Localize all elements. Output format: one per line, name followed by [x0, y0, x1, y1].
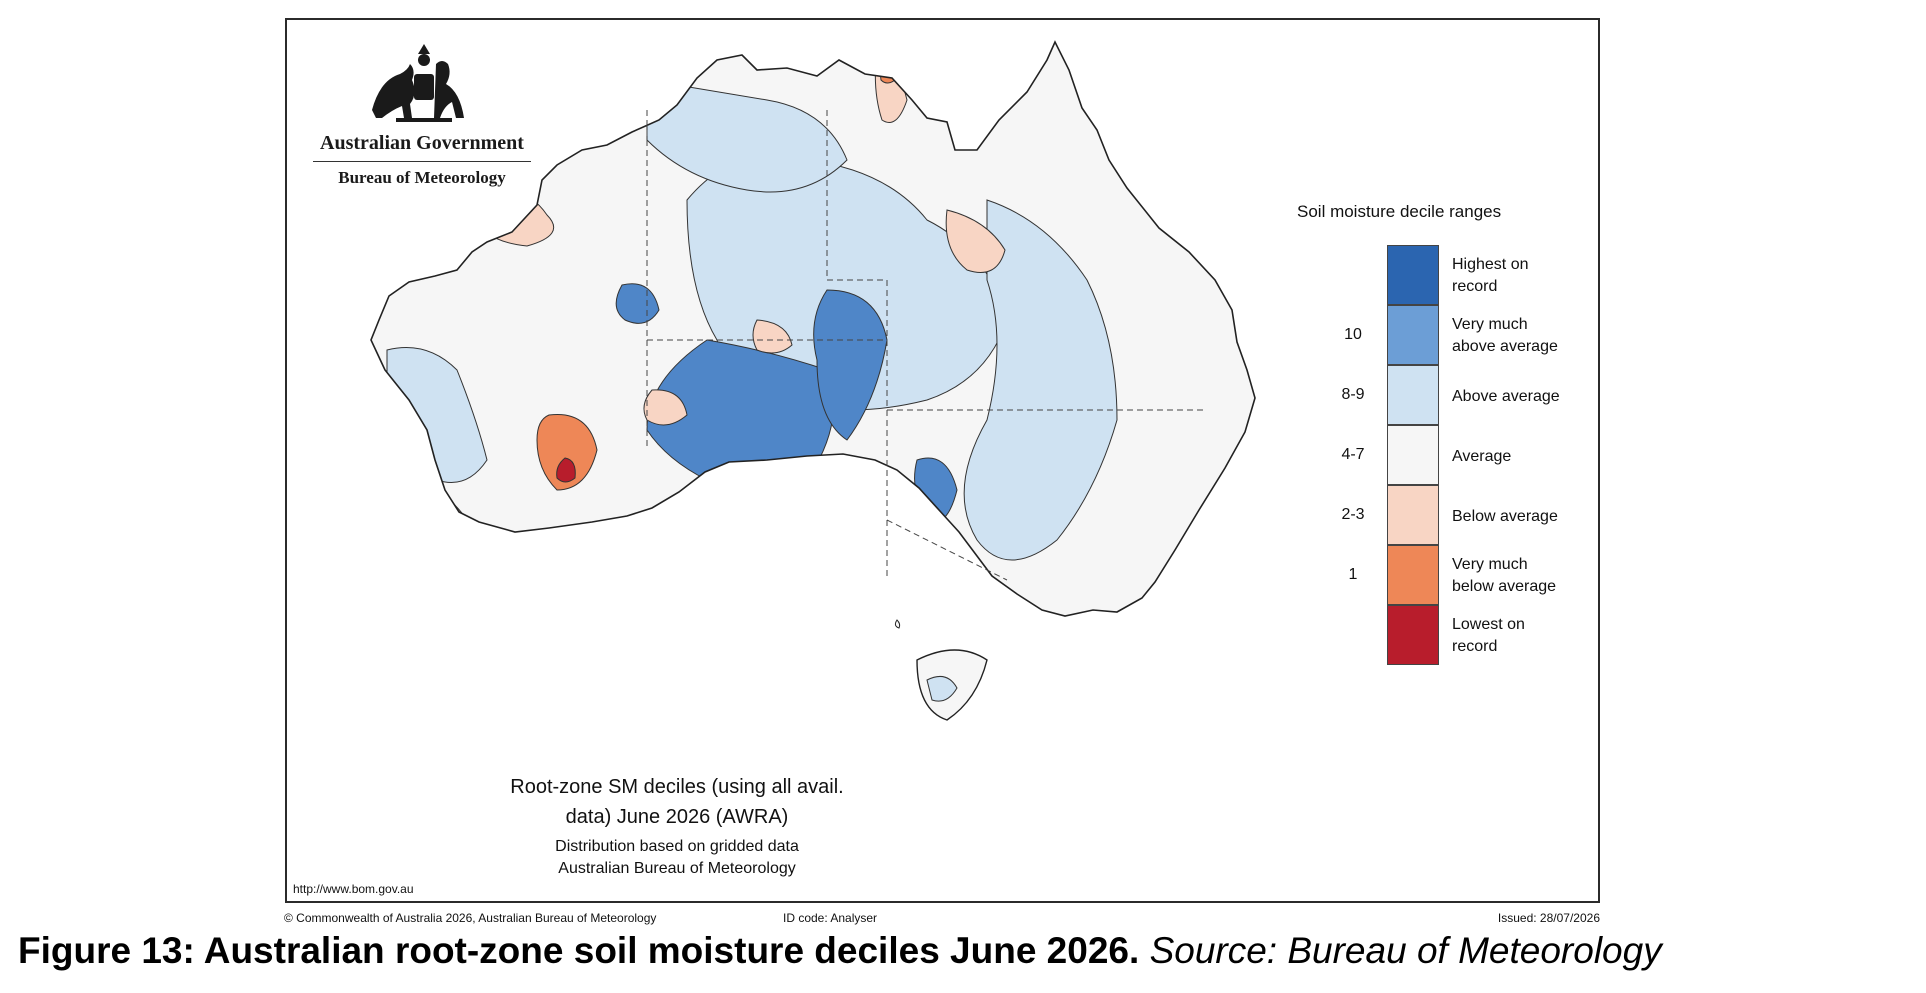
highest-on-record-spot: [774, 459, 808, 504]
legend-label-lowest-line2: record: [1452, 638, 1498, 655]
id-code: ID code: Analyser: [783, 911, 878, 925]
legend-label-highest: Highest on record: [1452, 254, 1598, 298]
above-average-zone-east: [963, 199, 1118, 561]
legend-label-very-much-below-line2: below average: [1452, 578, 1557, 595]
nsw-vic-border: [886, 519, 1008, 581]
figure-caption: Figure 13: Australian root-zone soil moi…: [18, 930, 1662, 972]
map-caption-line3: Distribution based on gridded data: [555, 838, 799, 855]
below-average-zone-queensland: [945, 209, 1006, 273]
government-name: Australian Government: [320, 132, 524, 154]
copyright-notice: © Commonwealth of Australia 2026, Austra…: [284, 911, 657, 925]
legend-swatch-lowest: [1387, 605, 1439, 665]
map-caption-line2: data) June 2026 (AWRA): [565, 806, 789, 828]
legend-label-lowest-line1: Lowest on: [1452, 616, 1525, 633]
legend-code-8-9: 8-9: [1341, 386, 1365, 403]
legend-label-very-much-below-line1: Very much: [1452, 556, 1528, 573]
very-much-above-average-zone-inland: [813, 289, 888, 441]
coastline: [370, 40, 1256, 617]
issued-date: Issued: 28/07/2026: [1497, 911, 1600, 925]
legend-label-average: Average: [1452, 448, 1512, 465]
legend-code-4-7: 4-7: [1341, 446, 1365, 463]
map-caption-line4: Australian Bureau of Meteorology: [558, 860, 796, 877]
legend-swatch-below: [1387, 485, 1439, 545]
legend-label-below: Below average: [1452, 508, 1558, 525]
legend-label-very-much-below: Very much below average: [1452, 554, 1598, 598]
very-much-below-average-zone: [536, 413, 598, 491]
legend-swatch-very-much-above: [1387, 305, 1439, 365]
legend-swatch-very-much-below: [1387, 545, 1439, 605]
figure-label: Figure 13: Australian root-zone soil moi…: [18, 930, 1140, 971]
legend-code-10: 10: [1344, 326, 1362, 343]
legend-label-highest-line2: record: [1452, 278, 1498, 295]
figure-source: Source: Bureau of Meteorology: [1149, 930, 1662, 971]
state-borders: [646, 110, 1207, 581]
legend-label-very-much-above-line1: Very much: [1452, 316, 1528, 333]
tasmania-above-average: [926, 675, 958, 702]
agency-name: Bureau of Meteorology: [338, 168, 506, 187]
legend-swatch-highest: [1387, 245, 1439, 305]
legend-title: Soil moisture decile ranges: [1297, 202, 1502, 221]
legend-swatch-above: [1387, 365, 1439, 425]
below-average-zone-cape-york: [874, 49, 908, 123]
soil-moisture-map: [370, 40, 1256, 721]
legend-label-very-much-above: Very much above average: [1452, 314, 1598, 358]
legend-label-very-much-above-line2: above average: [1452, 338, 1558, 355]
above-average-zone-north: [646, 79, 848, 193]
below-average-zone-centre: [752, 319, 793, 354]
brand-divider: [313, 161, 531, 162]
government-brand-block: Australian Government Bureau of Meteorol…: [307, 40, 537, 188]
nt-qld-border: [826, 110, 887, 281]
map-caption: Root-zone SM deciles (using all avail. d…: [467, 772, 887, 880]
legend-label-above: Above average: [1452, 388, 1560, 405]
kangaroo-island: [894, 619, 901, 629]
legend-code-1: 1: [1348, 566, 1358, 583]
legend-swatch-average: [1387, 425, 1439, 485]
coat-of-arms-icon: [372, 44, 464, 122]
map-frame: Australian Government Bureau of Meteorol…: [285, 18, 1600, 903]
very-much-above-average-zone-west: [615, 283, 660, 324]
legend-code-2-3: 2-3: [1341, 506, 1365, 523]
below-average-zone-sa: [643, 389, 688, 426]
legend-label-highest-line1: Highest on: [1452, 256, 1529, 273]
map-caption-line1: Root-zone SM deciles (using all avail.: [510, 776, 844, 798]
lowest-on-record-spot: [556, 457, 576, 483]
source-url[interactable]: http://www.bom.gov.au: [293, 882, 414, 896]
legend-label-lowest: Lowest on record: [1452, 614, 1598, 658]
